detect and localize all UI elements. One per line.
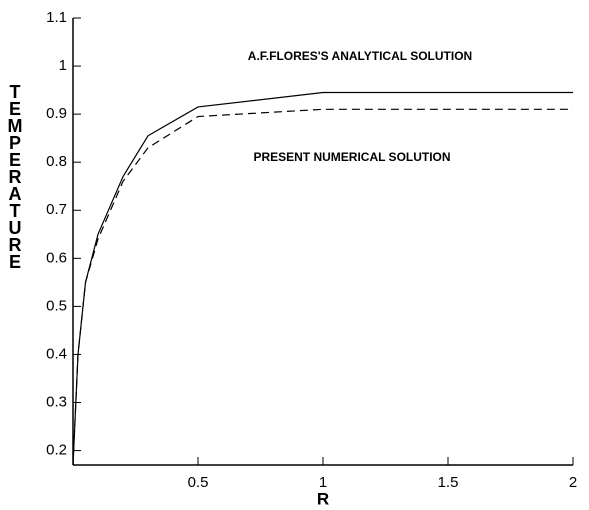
y-tick-label: 0.5 <box>46 297 67 314</box>
y-tick-label: 0.3 <box>46 393 67 410</box>
y-tick-label: 0.2 <box>46 442 67 459</box>
series-label: PRESENT NUMERICAL SOLUTION <box>253 150 450 164</box>
y-tick-label: 0.4 <box>46 345 67 362</box>
y-tick-label: 1 <box>59 57 67 74</box>
x-tick-label: 0.5 <box>188 474 209 491</box>
y-tick-label: 1.1 <box>46 9 67 26</box>
y-tick-label: 0.7 <box>46 201 67 218</box>
x-tick-label: 1 <box>319 474 327 491</box>
x-tick-label: 2 <box>569 474 577 491</box>
y-axis-label: TEMPERATURE <box>5 82 25 269</box>
y-tick-label: 0.6 <box>46 249 67 266</box>
y-tick-label: 0.9 <box>46 105 67 122</box>
y-tick-label: 0.8 <box>46 153 67 170</box>
x-tick-label: 1.5 <box>438 474 459 491</box>
series-label: A.F.FLORES'S ANALYTICAL SOLUTION <box>248 49 472 63</box>
line-series <box>72 108 573 466</box>
x-axis-label: R <box>317 489 329 508</box>
